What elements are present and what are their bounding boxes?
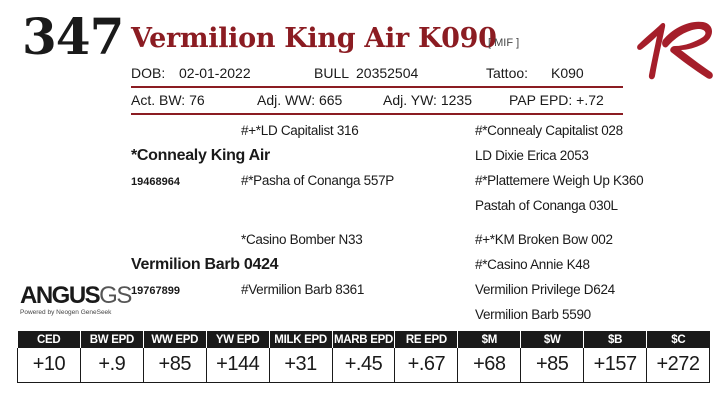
dob-label: DOB: [131, 65, 166, 81]
epd-header-yw: YW EPD [205, 331, 270, 348]
epd-header-c: $C [646, 331, 710, 348]
designation-badge: [ MIF ] [488, 37, 520, 49]
angus-logo-suffix: GS [99, 282, 132, 309]
epd-value-marb: +.45 [331, 348, 396, 383]
epd-header-milk: MILK EPD [268, 331, 333, 348]
dam-registration: 19767899 [131, 285, 180, 297]
dob-value: 02-01-2022 [179, 65, 251, 81]
pap-epd: PAP EPD: +.72 [509, 92, 604, 108]
sire-sire-sire: #*Connealy Capitalist 028 [475, 123, 623, 138]
tattoo-label: Tattoo: [486, 65, 529, 81]
epd-value-row: +10 +.9 +85 +144 +31 +.45 +.67 +68 +85 +… [17, 348, 710, 383]
epd-header-b: $B [583, 331, 647, 348]
divider-line [131, 86, 623, 88]
angus-logo-tagline: Powered by Neogen GeneSeek [20, 309, 112, 316]
epd-value-w: +85 [520, 348, 585, 383]
epd-header-m: $M [457, 331, 521, 348]
sex-label: BULL [314, 65, 350, 81]
dam-sire: *Casino Bomber N33 [241, 232, 363, 247]
epd-header-ced: CED [17, 331, 81, 348]
animal-name: Vermilion King Air K090 [131, 23, 497, 54]
dam-name: Vermilion Barb 0424 [131, 256, 279, 273]
dam-sire-dam: #*Casino Annie K48 [475, 257, 590, 272]
actual-bw: Act. BW: 76 [131, 92, 205, 108]
sire-dam-sire: #*Plattemere Weigh Up K360 [475, 173, 644, 188]
sire-name: *Connealy King Air [131, 147, 270, 164]
dam-dam: #Vermilion Barb 8361 [241, 282, 365, 297]
lot-number: 347 [22, 7, 124, 66]
adj-yw: Adj. YW: 1235 [383, 92, 472, 108]
epd-value-milk: +31 [268, 348, 333, 383]
sire-dam-dam: Pastah of Conanga 030L [475, 198, 618, 213]
epd-value-bw: +.9 [79, 348, 144, 383]
epd-value-ced: +10 [17, 348, 81, 383]
epd-header-bw: BW EPD [79, 331, 144, 348]
epd-value-re: +.67 [394, 348, 459, 383]
epd-header-w: $W [520, 331, 584, 348]
epd-table: CED BW EPD WW EPD YW EPD MILK EPD MARB E… [17, 331, 710, 383]
angus-gs-logo: ANGUSGS Powered by Neogen GeneSeek [20, 282, 132, 317]
epd-header-re: RE EPD [394, 331, 458, 348]
epd-value-b: +157 [583, 348, 648, 383]
epd-header-marb: MARB EPD [331, 331, 395, 348]
angus-logo-word: ANGUS [20, 282, 101, 309]
sire-dam: #*Pasha of Conanga 557P [241, 173, 394, 188]
tattoo-value: K090 [551, 65, 584, 81]
registration-number: 20352504 [356, 65, 419, 81]
dam-dam-dam: Vermilion Barb 5590 [475, 307, 591, 322]
divider-line [131, 113, 623, 115]
sire-sire: #+*LD Capitalist 316 [241, 123, 359, 138]
dam-sire-sire: #+*KM Broken Bow 002 [475, 232, 613, 247]
dam-dam-sire: Vermilion Privilege D624 [475, 282, 615, 297]
epd-value-m: +68 [457, 348, 522, 383]
sire-sire-dam: LD Dixie Erica 2053 [475, 148, 589, 163]
epd-header-row: CED BW EPD WW EPD YW EPD MILK EPD MARB E… [17, 331, 710, 348]
sire-registration: 19468964 [131, 176, 180, 188]
vermilion-r-icon [637, 21, 713, 80]
adj-ww: Adj. WW: 665 [257, 92, 343, 108]
epd-value-ww: +85 [142, 348, 207, 383]
epd-value-c: +272 [646, 348, 710, 383]
epd-header-ww: WW EPD [142, 331, 207, 348]
epd-value-yw: +144 [205, 348, 270, 383]
